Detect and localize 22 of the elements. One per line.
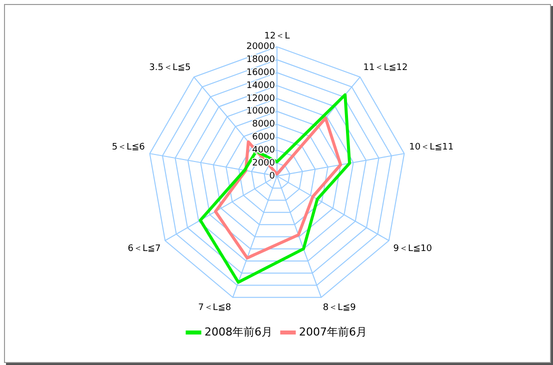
y-tick-label: 6000 [252,132,276,143]
y-tick-label: 2000 [252,158,276,168]
y-tick-label: 18000 [246,55,276,66]
spoke-label: 11＜L≦12 [363,63,408,74]
y-tick-label: 12000 [246,94,276,104]
y-tick-label: 4000 [252,146,276,156]
spoke-label: 10＜L≦11 [409,142,454,153]
spoke-label: 12＜L [264,32,290,42]
spoke-label: 9＜L≦10 [393,244,432,254]
y-tick-label: 20000 [246,42,276,52]
spoke-label: 7＜L≦8 [198,302,232,313]
spoke-label: 3.5＜L≦5 [149,63,191,74]
legend-label: 2008年前6月 [204,325,273,338]
y-tick-label: 14000 [246,80,276,91]
spoke-label: 6＜L≦7 [128,244,161,254]
spoke-label: 5＜L≦6 [112,142,146,153]
legend-label: 2007年前6月 [299,325,367,338]
y-tick-label: 10000 [246,106,276,117]
y-tick-label: 0 [269,171,276,182]
spoke-label: 8＜L≦9 [322,302,356,313]
y-tick-label: 8000 [252,120,276,130]
y-tick-label: 16000 [246,68,276,78]
